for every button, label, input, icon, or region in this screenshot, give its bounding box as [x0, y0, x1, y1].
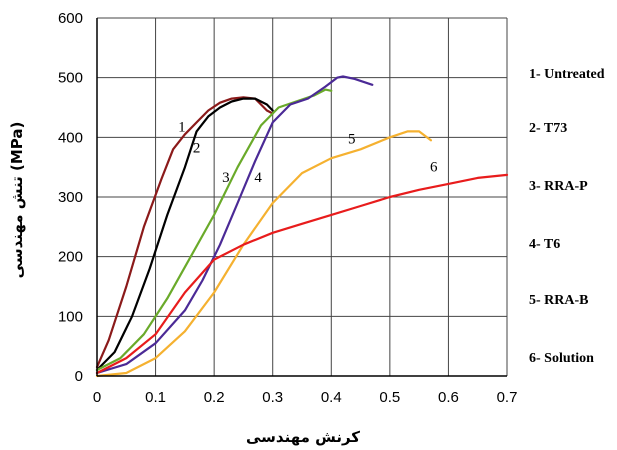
series-marker-4: 4 [254, 170, 262, 186]
legend-entry: 3- RRA-P [529, 179, 588, 194]
y-tick-label: 200 [58, 249, 83, 266]
x-tick-label: 0.5 [379, 389, 400, 406]
legend-entry: 2- T73 [529, 121, 567, 136]
series-line-1 [95, 96, 274, 369]
series-marker-1: 1 [178, 119, 186, 135]
series-lines [95, 75, 509, 378]
grid-lines [97, 17, 508, 376]
y-axis-label: تنش مهندسی (MPa) [8, 122, 26, 279]
legend-entry: 5- RRA-B [529, 293, 589, 308]
tick-labels: 0 0.1 0.2 0.3 0.4 0.5 0.6 0.7 0 100 200 300 400 500 60… [58, 10, 517, 406]
y-tick-label: 500 [58, 70, 83, 87]
x-tick-label: 0.1 [145, 389, 166, 406]
legend: 1- Untreated 2- T73 3- RRA-P 4- T6 5- RRA-B 6… [529, 67, 605, 366]
y-tick-label: 100 [58, 308, 83, 325]
y-tick-label: 300 [58, 189, 83, 206]
series-line-4 [95, 75, 374, 375]
series-markers: 12 3 4 5 6 [178, 119, 438, 186]
x-tick-label: 0.4 [321, 389, 342, 406]
y-tick-label: 400 [58, 129, 83, 146]
x-tick-label: 0.6 [438, 389, 459, 406]
x-tick-label: 0 [93, 389, 101, 406]
y-tick-label: 0 [75, 368, 83, 385]
series-line-6 [95, 173, 509, 375]
legend-entry: 1- Untreated [529, 67, 605, 82]
legend-entry: 4- T6 [529, 237, 560, 252]
series-line-2 [95, 97, 274, 372]
plot-frame [96, 18, 507, 377]
series-marker-3: 3 [222, 170, 230, 186]
x-tick-label: 0.7 [497, 389, 518, 406]
series-marker-6: 6 [430, 159, 438, 175]
series-marker-5: 5 [348, 131, 356, 147]
legend-entry: 6- Solution [529, 351, 594, 366]
x-tick-label: 0.3 [262, 389, 283, 406]
series-line-5 [95, 130, 432, 378]
series-marker-2: 2 [193, 140, 201, 156]
x-tick-label: 0.2 [204, 389, 225, 406]
x-axis-label: کرنش مهندسی [246, 428, 360, 446]
y-tick-label: 600 [58, 10, 83, 27]
